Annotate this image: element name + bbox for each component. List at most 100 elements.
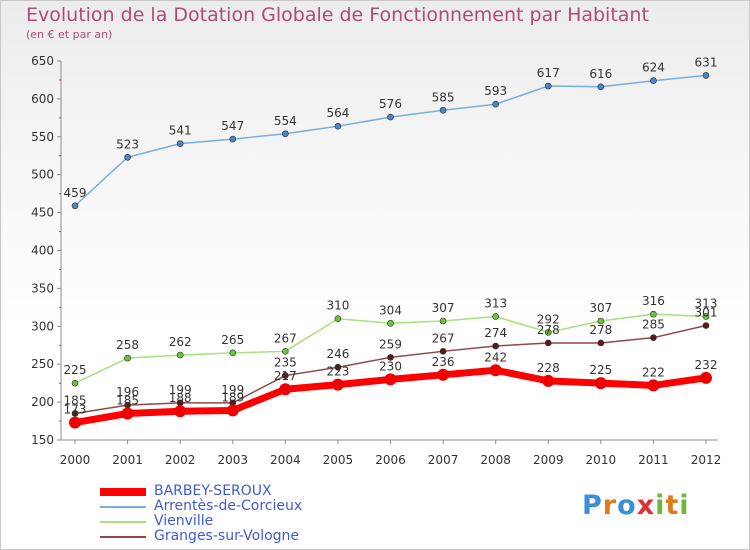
data-point (71, 202, 79, 210)
data-label: 199 (221, 383, 244, 397)
legend-item: Vienville (100, 514, 302, 529)
legend-label: Granges-sur-Vologne (154, 528, 300, 544)
data-point (279, 383, 292, 396)
data-label: 547 (221, 119, 244, 133)
logo-letter: t (665, 490, 680, 521)
data-point (71, 410, 79, 417)
data-point (124, 354, 131, 362)
series-line (74, 74, 707, 207)
data-label: 541 (169, 124, 192, 138)
logo-letter: x (636, 490, 656, 521)
data-label: 173 (64, 403, 87, 417)
data-point (437, 368, 450, 381)
data-point (702, 322, 710, 329)
data-point (71, 379, 79, 387)
data-label: 313 (484, 296, 507, 310)
data-point (282, 130, 289, 138)
data-point (594, 377, 607, 390)
data-label: 459 (64, 186, 87, 200)
data-point (439, 106, 447, 114)
data-point (492, 342, 499, 350)
proxiti-logo: Proxiti (582, 490, 690, 521)
data-label: 301 (695, 306, 718, 320)
data-label: 576 (379, 97, 402, 111)
y-tick-label: 550 (31, 130, 54, 144)
data-point (387, 319, 394, 327)
logo-letter: P (582, 490, 603, 521)
data-label: 316 (642, 294, 665, 308)
x-tick-label: 2008 (480, 453, 511, 467)
data-label: 265 (221, 333, 244, 347)
data-point (121, 407, 134, 420)
y-tick-label: 300 (31, 319, 54, 333)
data-point (331, 378, 344, 391)
data-label: 617 (537, 66, 560, 80)
data-label: 616 (589, 67, 612, 81)
data-point (650, 334, 657, 341)
data-label: 225 (589, 363, 612, 377)
data-label: 267 (432, 331, 455, 345)
y-tick-label: 350 (31, 281, 54, 295)
data-label: 292 (537, 312, 560, 326)
data-label: 246 (326, 347, 349, 361)
logo-letter: r (602, 490, 618, 521)
data-label: 185 (116, 393, 139, 407)
data-label: 523 (116, 137, 139, 151)
data-point (597, 317, 605, 325)
data-label: 259 (379, 337, 402, 351)
data-label: 199 (169, 383, 192, 397)
data-point (700, 371, 712, 384)
data-label: 235 (274, 356, 297, 370)
data-label: 307 (432, 301, 455, 315)
data-label: 624 (642, 61, 665, 75)
data-label: 185 (64, 393, 87, 407)
data-point (439, 348, 447, 355)
data-point (226, 404, 239, 417)
data-label: 236 (432, 355, 455, 369)
data-label: 307 (589, 301, 612, 315)
series-3 (71, 322, 710, 417)
data-point (334, 363, 342, 371)
data-label: 225 (64, 363, 87, 377)
x-tick-label: 2007 (428, 453, 459, 467)
y-tick-label: 600 (31, 92, 54, 106)
data-point (650, 77, 657, 85)
y-tick-label: 150 (31, 433, 54, 447)
legend-swatch (100, 535, 146, 538)
legend-item: BARBEY-SEROUX (100, 484, 302, 499)
data-point (124, 153, 131, 161)
logo-letter: i (655, 490, 666, 521)
y-tick-label: 400 (31, 244, 54, 258)
x-tick-label: 2005 (323, 453, 354, 467)
data-point (69, 416, 81, 429)
data-point (492, 100, 499, 108)
data-label: 223 (326, 365, 349, 379)
legend-swatch (100, 520, 146, 523)
chart-subtitle: (en € et par an) (26, 28, 113, 41)
data-point (597, 339, 605, 347)
data-label: 278 (537, 323, 560, 337)
logo-letter: o (617, 490, 637, 521)
data-label: 585 (432, 90, 455, 104)
legend-swatch (100, 487, 146, 496)
x-tick-label: 2006 (375, 453, 406, 467)
data-point (489, 364, 502, 377)
data-point (387, 354, 394, 361)
data-point (650, 310, 657, 318)
series-2 (71, 310, 710, 387)
data-label: 189 (221, 390, 244, 404)
data-point (702, 313, 710, 320)
data-label: 554 (274, 114, 297, 128)
series-1 (71, 72, 710, 210)
data-point (702, 72, 710, 79)
x-tick-label: 2000 (60, 453, 91, 467)
series-0 (69, 364, 712, 429)
legend-label: Vienville (154, 513, 214, 529)
data-point (544, 329, 552, 336)
data-point (174, 405, 187, 418)
legend-label: Arrentès-de-Corcieux (154, 498, 303, 514)
data-label: 631 (695, 55, 718, 69)
data-label: 188 (169, 391, 192, 405)
data-point (544, 82, 552, 90)
